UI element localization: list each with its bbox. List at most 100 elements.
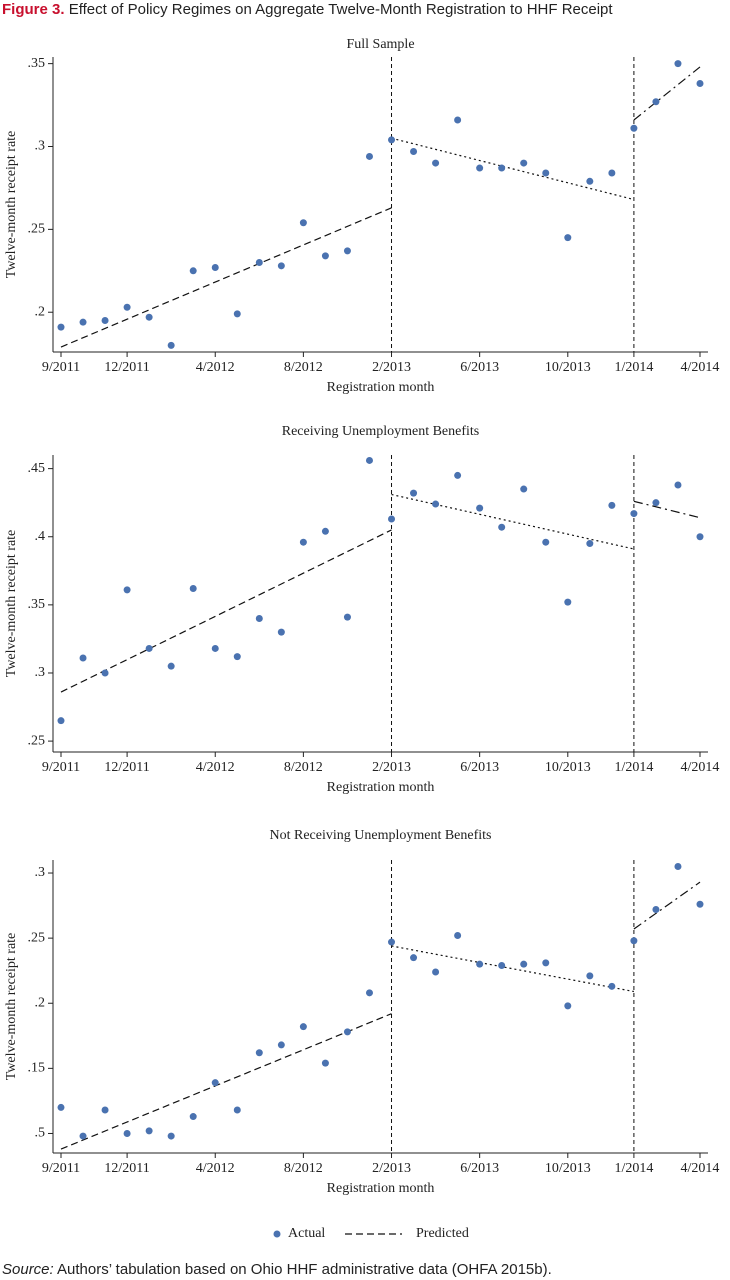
y-tick-label: .15: [28, 1061, 46, 1076]
actual-point: [123, 303, 131, 311]
actual-point: [321, 252, 329, 260]
actual-point: [608, 169, 616, 177]
actual-point: [255, 259, 263, 267]
actual-point: [564, 598, 572, 606]
x-tick-label: 4/2012: [196, 760, 235, 775]
y-tick-label: .2: [35, 995, 46, 1010]
y-tick-label: .3: [35, 865, 46, 880]
actual-point: [167, 1132, 175, 1140]
x-tick-label: 9/2011: [42, 360, 80, 375]
x-tick-label: 12/2011: [104, 1161, 149, 1176]
y-axis-label: Twelve-month receipt rate: [4, 933, 19, 1081]
actual-point: [630, 124, 638, 132]
actual-point: [189, 1113, 197, 1121]
actual-point: [498, 164, 506, 172]
actual-point: [343, 247, 351, 255]
x-tick-label: 6/2013: [460, 760, 499, 775]
x-tick-label: 9/2011: [42, 1161, 80, 1176]
predicted-line: [633, 66, 701, 121]
actual-point: [696, 80, 704, 88]
actual-point: [586, 177, 594, 185]
predicted-line: [391, 945, 635, 993]
actual-point: [79, 1132, 87, 1140]
actual-point: [321, 1059, 329, 1067]
actual-point: [57, 1103, 65, 1111]
actual-point: [564, 1002, 572, 1010]
x-tick-label: 4/2014: [681, 760, 720, 775]
predicted-line: [60, 529, 392, 693]
y-tick-label: .25: [28, 930, 46, 945]
actual-point: [167, 662, 175, 670]
actual-point: [343, 613, 351, 621]
actual-point: [608, 982, 616, 990]
actual-point: [101, 317, 109, 325]
x-tick-label: 1/2014: [614, 1161, 653, 1176]
actual-point: [233, 653, 241, 661]
y-axis-label: Twelve-month receipt rate: [4, 530, 19, 678]
x-tick-label: 6/2013: [460, 360, 499, 375]
actual-point: [476, 504, 484, 512]
actual-point: [542, 959, 550, 967]
actual-point: [498, 523, 506, 531]
actual-point: [410, 147, 418, 155]
actual-point: [101, 669, 109, 677]
actual-point: [410, 489, 418, 497]
actual-point: [189, 267, 197, 275]
chart-title: Receiving Unemployment Benefits: [282, 424, 480, 439]
actual-point: [476, 164, 484, 172]
legend-marker: [273, 1230, 281, 1238]
y-tick-label: .5: [35, 1126, 46, 1141]
actual-point: [321, 527, 329, 535]
actual-point: [365, 152, 373, 160]
actual-point: [299, 538, 307, 546]
y-tick-label: .35: [28, 597, 46, 612]
source-label: Source:: [2, 1261, 54, 1278]
actual-point: [79, 654, 87, 662]
y-tick-label: .3: [35, 665, 46, 680]
x-tick-label: 1/2014: [614, 360, 653, 375]
actual-point: [498, 961, 506, 969]
actual-point: [211, 644, 219, 652]
actual-point: [696, 533, 704, 541]
actual-point: [630, 937, 638, 945]
actual-point: [432, 159, 440, 167]
actual-point: [454, 932, 462, 940]
predicted-line: [391, 137, 635, 201]
actual-point: [696, 900, 704, 908]
actual-point: [476, 960, 484, 968]
x-tick-label: 4/2014: [681, 1161, 720, 1176]
legend-label: Actual: [288, 1226, 325, 1241]
actual-point: [57, 323, 65, 331]
actual-point: [652, 98, 660, 106]
y-axis-label: Twelve-month receipt rate: [4, 131, 19, 279]
x-tick-label: 8/2012: [284, 760, 323, 775]
actual-point: [564, 234, 572, 242]
actual-point: [542, 538, 550, 546]
x-tick-label: 4/2014: [681, 360, 720, 375]
legend-label: Predicted: [416, 1226, 469, 1241]
x-axis-label: Registration month: [327, 380, 435, 395]
x-axis-label: Registration month: [327, 780, 435, 795]
actual-point: [586, 972, 594, 980]
predicted-line: [391, 493, 635, 550]
actual-point: [454, 471, 462, 479]
y-tick-label: .4: [35, 529, 46, 544]
figure-heading: Figure 3. Effect of Policy Regimes on Ag…: [2, 1, 613, 18]
actual-point: [145, 313, 153, 321]
predicted-line: [60, 207, 392, 348]
actual-point: [211, 263, 219, 271]
chart-title: Full Sample: [346, 37, 414, 52]
predicted-line: [633, 881, 701, 930]
y-tick-label: .2: [35, 304, 46, 319]
source-text: Authors’ tabulation based on Ohio HHF ad…: [57, 1261, 552, 1278]
x-tick-label: 12/2011: [104, 360, 149, 375]
x-tick-label: 2/2013: [372, 760, 411, 775]
figure-label: Figure 3.: [2, 1, 65, 18]
x-tick-label: 10/2013: [545, 360, 591, 375]
actual-point: [233, 310, 241, 318]
actual-point: [255, 614, 263, 622]
x-tick-label: 12/2011: [104, 760, 149, 775]
x-tick-label: 10/2013: [545, 1161, 591, 1176]
actual-point: [520, 159, 528, 167]
